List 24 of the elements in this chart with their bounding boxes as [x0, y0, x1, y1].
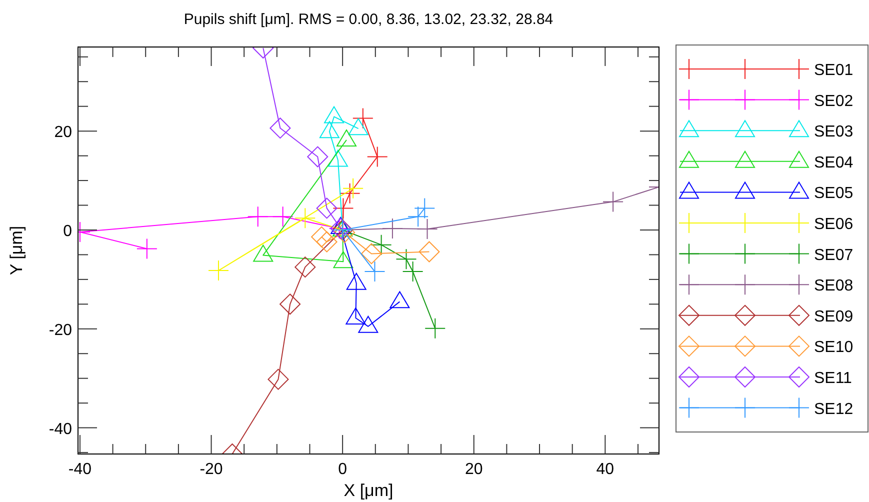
legend-label: SE02 [814, 92, 854, 110]
legend-label: SE11 [814, 370, 852, 387]
legend-label: SE09 [814, 308, 854, 326]
chart-title: Pupils shift [μm]. RMS = 0.00, 8.36, 13.02, 23.32, 28.84 [184, 11, 554, 28]
y-axis-title: Y [μm] [7, 226, 26, 276]
x-tick-label: 20 [464, 461, 483, 478]
y-tick-label: -40 [48, 420, 72, 438]
x-tick-label: -40 [68, 461, 92, 478]
x-tick-label: -20 [200, 461, 223, 478]
y-tick-label: 0 [63, 222, 72, 240]
legend-label: SE12 [814, 400, 854, 418]
legend-label: SE10 [814, 339, 854, 356]
x-axis-title: X [μm] [344, 481, 394, 500]
x-tick-label: 0 [338, 461, 348, 478]
x-tick-label: 40 [596, 461, 614, 478]
y-tick-label: 20 [54, 124, 72, 142]
legend-label: SE05 [814, 185, 854, 202]
legend-label: SE08 [814, 278, 854, 295]
legend-label: SE03 [814, 124, 854, 141]
legend-label: SE06 [814, 216, 854, 233]
legend-label: SE01 [814, 62, 854, 79]
legend-label: SE07 [814, 246, 854, 264]
y-tick-label: -20 [48, 322, 72, 339]
legend-label: SE04 [814, 154, 854, 172]
